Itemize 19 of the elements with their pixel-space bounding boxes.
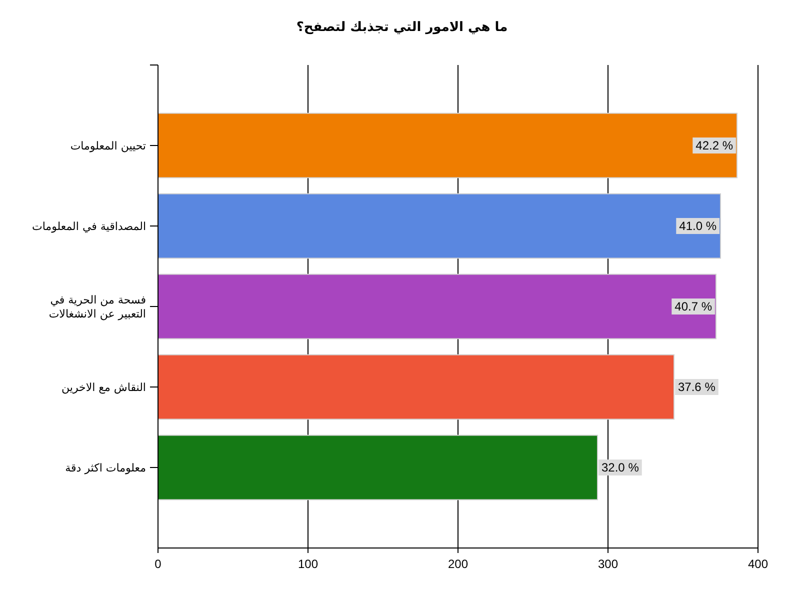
x-tick-label: 400: [748, 557, 768, 571]
annotation: 42.2 %: [696, 138, 734, 152]
chart-title: ما هي الامور التي تجذبك لتصفح؟: [296, 20, 508, 35]
annotation: 32.0 %: [602, 460, 640, 474]
y-tick-label: تحيين المعلومات: [70, 140, 146, 152]
y-tick-label: معلومات اكثر دقة: [65, 462, 146, 474]
bar: [158, 112, 738, 178]
annotation: 41.0 %: [679, 219, 717, 233]
bar: [158, 274, 716, 340]
y-tick-label: فسحة من الحرية في التعبير عن الانشغالات: [48, 294, 146, 320]
x-tick-label: 0: [154, 557, 162, 571]
bar: [158, 193, 721, 259]
annotation: 40.7 %: [674, 300, 712, 314]
annotation: 37.6 %: [678, 380, 716, 394]
x-tick-label: 100: [298, 557, 318, 571]
x-tick-label: 300: [598, 557, 618, 571]
y-tick-label: المصداقية في المعلومات: [32, 220, 146, 233]
y-tick-label: النقاش مع الاخرين: [62, 381, 146, 394]
x-tick-label: 200: [448, 557, 468, 571]
